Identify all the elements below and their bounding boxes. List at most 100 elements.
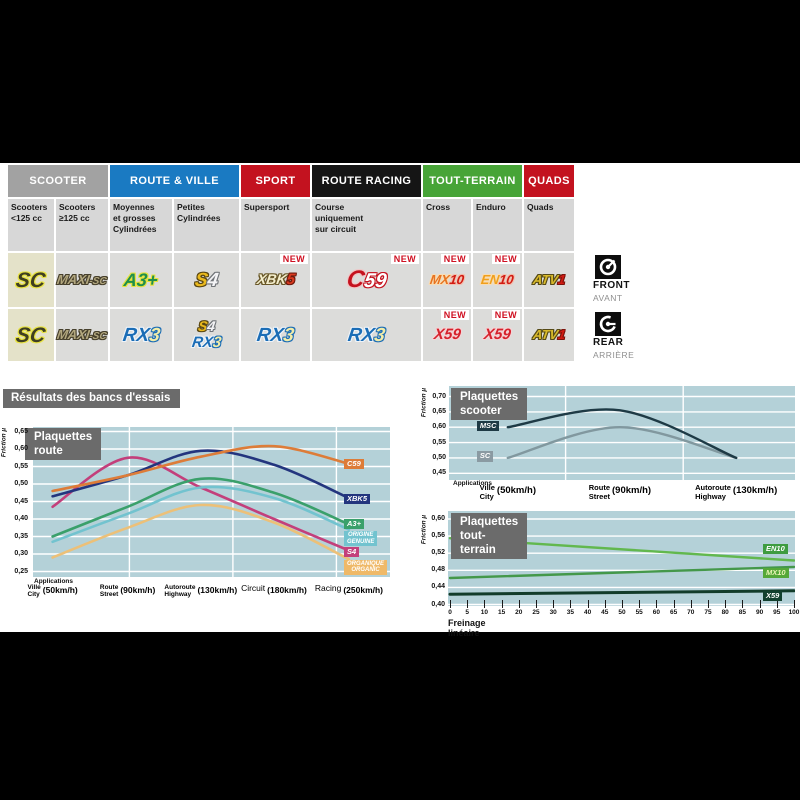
subheader-line: uniquement [315,213,364,224]
subheader-line: <125 cc [11,213,42,224]
legend-a3: A3+ [344,519,364,530]
x-category-speed: (90km/h) [612,485,652,496]
x-category-en: Highway [164,591,192,599]
x-tick-label: 80 [721,609,729,616]
y-tick-label: 0,60 [431,515,445,522]
rear-label: REAR [593,337,624,348]
x-tick-mark [604,600,606,608]
x-category-name: Ville City [479,483,495,501]
y-tick-label: 0,56 [431,532,445,540]
chart-title-route: Plaquettes route [25,428,102,460]
x-axis-heading: Applications [453,480,493,487]
new-badge: NEW [491,254,520,264]
product-cell: ATV1 [524,309,574,361]
legend-line: MSC [479,420,497,430]
logo-part: 10 [498,272,515,287]
logo-part: 4 [206,318,217,334]
x-tick-label: 20 [515,609,523,616]
legend-x59: X59 [763,590,783,601]
logo-x59: X59 [432,326,462,343]
x-tick-label: 75 [704,609,712,616]
y-tick-label: 0,70 [432,392,446,400]
logo-part: 5 [284,271,296,288]
x-category-name: Route Street [588,483,611,501]
logo-part: SC [14,323,48,347]
front-brake-disc-icon [595,255,621,279]
logo-part: 10 [448,272,466,287]
top-black-bar [0,0,800,163]
x-tick-mark [484,600,486,608]
logo-part: 3 [147,324,161,346]
x-tick-label: 85 [738,609,746,616]
logo-maxisc: MAXI-SC [56,327,108,343]
logo-part: X59 [432,326,462,343]
products-row-front: SC MAXI-SC A3+ S4 NEW XBK5 NEW C59 NEW MX10 NEW EN1… [8,253,574,307]
subheader-line: Petites [177,202,205,212]
x-tick-label: 15 [497,609,506,616]
logo-atv1: ATV1 [532,272,567,288]
x-tick-mark [794,600,795,608]
logo-a3: A3+ [123,270,159,290]
y-tick-label: 0,65 [14,427,28,435]
x-tick-mark [570,600,572,608]
y-tick-label: 0,35 [14,532,28,540]
x-tick-mark [673,600,675,608]
logo-rx3: RX3 [256,324,296,346]
subheader-moyennes-et-grosses-cylindr-es: Moyennes et grosses Cylindrées [110,199,172,251]
logo-part: 3 [281,324,296,346]
new-badge: NEW [279,254,308,264]
legend-line: A3+ [347,519,361,528]
product-cell: RX3 [241,309,310,361]
x-category-route: Route Street (90km/h) [68,584,188,599]
logo-part: 1 [556,272,567,287]
products-row-rear: SC MAXI-SC RX3 S4 RX3 RX3 RX3 NEW X59 NEW X59 ATV1 [8,309,574,361]
series-line-mx10 [448,565,796,580]
logo-xbk5: XBK5 [255,271,296,288]
series-line-organique [51,503,351,561]
x-tick-mark [450,600,451,608]
legend-en10: EN10 [763,543,788,554]
logo-part: 3 [372,324,387,346]
x-tick-mark [656,600,658,608]
y-tick-label: 0,60 [432,423,446,431]
logo-part: -SC [88,331,108,342]
y-tick-label: 0,45 [432,469,446,477]
x-category-en: City [479,491,494,501]
legend-line: C59 [347,458,361,468]
product-cell: NEW X59 [473,309,522,361]
x-tick-mark [467,600,469,608]
x-tick-label: 10 [480,609,488,616]
x-tick-mark [725,600,727,608]
x-tick-label: 65 [669,609,678,616]
product-cell: S4 [174,253,239,307]
subheader-line: ≥125 cc [59,213,90,224]
logo-part: RX [190,334,215,351]
y-tick-label: 0,55 [432,438,446,446]
x-category-speed: (250km/h) [343,585,384,595]
series-line-a3 [51,477,351,538]
x-tick-label: 30 [549,609,557,616]
front-indicator: FRONT AVANT [593,255,645,303]
subheader-petites-cylindr-es: Petites Cylindrées [174,199,239,251]
x-tick-mark [518,600,520,608]
product-cell: A3+ [110,253,172,307]
logo-part: 4 [206,269,220,291]
results-banner: Résultats des bancs d'essais [3,389,180,408]
x-tick-label: 90 [755,609,764,616]
x-tick-mark [708,600,709,608]
x-category-en: Street [588,491,611,501]
new-badge: NEW [440,310,469,320]
subheader-line: Moyennes [113,202,155,212]
logo-mx10: MX10 [429,272,465,288]
legend-line: SC [479,451,491,461]
new-badge: NEW [390,254,419,264]
logo-en10: EN10 [480,272,515,288]
y-tick-label: 0,50 [432,453,446,461]
x-tick-label: 40 [583,609,592,616]
product-cell: MAXI-SC [56,309,108,361]
legend-origine: ORIGINE GENUINE [344,531,378,547]
x-tick-mark [742,600,744,608]
series-line-msc [506,408,738,460]
x-tick-label: 25 [532,609,540,616]
